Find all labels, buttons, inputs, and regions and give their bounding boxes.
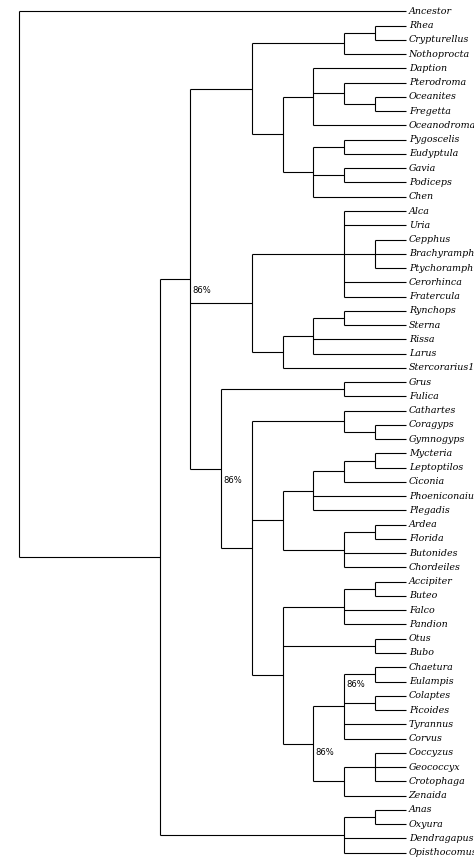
Text: Podiceps: Podiceps [409, 178, 452, 187]
Text: Daption: Daption [409, 64, 447, 73]
Text: Cepphus: Cepphus [409, 235, 451, 244]
Text: Grus: Grus [409, 378, 432, 386]
Text: Ptychoramphus: Ptychoramphus [409, 264, 474, 272]
Text: Tyrannus: Tyrannus [409, 720, 454, 728]
Text: Fregetta: Fregetta [409, 107, 451, 116]
Text: Florida: Florida [409, 535, 443, 543]
Text: Sterna: Sterna [409, 321, 441, 329]
Text: Chen: Chen [409, 193, 434, 201]
Text: Pterodroma: Pterodroma [409, 79, 466, 87]
Text: Pandion: Pandion [409, 620, 447, 629]
Text: Nothoprocta: Nothoprocta [409, 49, 470, 59]
Text: Brachyramphus: Brachyramphus [409, 250, 474, 258]
Text: 86%: 86% [223, 476, 242, 485]
Text: Corvus: Corvus [409, 734, 443, 743]
Text: Rissa: Rissa [409, 335, 434, 344]
Text: Rhea: Rhea [409, 21, 433, 30]
Text: Zenaida: Zenaida [409, 791, 447, 800]
Text: Ardea: Ardea [409, 520, 438, 529]
Text: Picoides: Picoides [409, 706, 449, 715]
Text: Crotophaga: Crotophaga [409, 777, 465, 785]
Text: Otus: Otus [409, 634, 431, 643]
Text: Cathartes: Cathartes [409, 406, 456, 415]
Text: Oxyura: Oxyura [409, 820, 443, 829]
Text: Coragyps: Coragyps [409, 421, 454, 429]
Text: Phoeniconaius: Phoeniconaius [409, 492, 474, 500]
Text: Leptoptilos: Leptoptilos [409, 463, 463, 472]
Text: Chordeiles: Chordeiles [409, 563, 461, 572]
Text: Anas: Anas [409, 805, 432, 815]
Text: Fratercula: Fratercula [409, 292, 459, 301]
Text: Pygoscelis: Pygoscelis [409, 136, 459, 144]
Text: Uria: Uria [409, 221, 430, 230]
Text: Opisthocomus: Opisthocomus [409, 848, 474, 857]
Text: Gavia: Gavia [409, 164, 436, 173]
Text: Ancestor: Ancestor [409, 7, 452, 16]
Text: Stercorarius1: Stercorarius1 [409, 364, 474, 372]
Text: Geococcyx: Geococcyx [409, 763, 460, 772]
Text: Colaptes: Colaptes [409, 691, 451, 700]
Text: 86%: 86% [346, 680, 365, 689]
Text: Crypturellus: Crypturellus [409, 35, 469, 44]
Text: Chaetura: Chaetura [409, 663, 454, 671]
Text: Rynchops: Rynchops [409, 307, 456, 315]
Text: Fulica: Fulica [409, 392, 438, 401]
Text: 86%: 86% [192, 286, 211, 295]
Text: Bubo: Bubo [409, 649, 434, 658]
Text: 86%: 86% [316, 748, 334, 757]
Text: Eulampis: Eulampis [409, 677, 453, 686]
Text: Buteo: Buteo [409, 592, 437, 600]
Text: Gymnogyps: Gymnogyps [409, 435, 465, 443]
Text: Oceanites: Oceanites [409, 92, 456, 101]
Text: Mycteria: Mycteria [409, 449, 452, 458]
Text: Accipiter: Accipiter [409, 577, 452, 586]
Text: Dendragapus: Dendragapus [409, 834, 473, 843]
Text: Oceanodroma: Oceanodroma [409, 121, 474, 130]
Text: Plegadis: Plegadis [409, 506, 449, 515]
Text: Falco: Falco [409, 606, 434, 614]
Text: Larus: Larus [409, 349, 436, 358]
Text: Alca: Alca [409, 206, 429, 215]
Text: Cerorhinca: Cerorhinca [409, 278, 463, 287]
Text: Ciconia: Ciconia [409, 478, 445, 486]
Text: Coccyzus: Coccyzus [409, 748, 454, 757]
Text: Eudyptula: Eudyptula [409, 149, 458, 158]
Text: Butonides: Butonides [409, 549, 457, 557]
